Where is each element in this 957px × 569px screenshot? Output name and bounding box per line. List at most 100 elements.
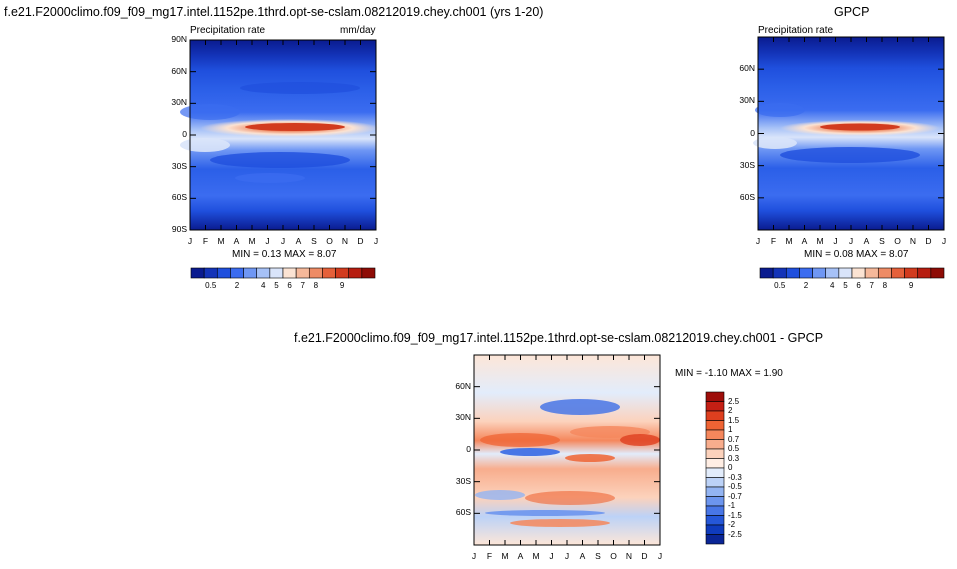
y-tick-label: 0 (466, 444, 471, 454)
obs-colorbar-swatch (785, 267, 800, 279)
diff-minmax: MIN = -1.10 MAX = 1.90 (675, 368, 783, 379)
diff-colorbar-swatch (705, 401, 725, 412)
model-colorbar-swatch (256, 267, 271, 279)
x-tick-label: A (801, 236, 808, 246)
obs-colorbar-swatch (772, 267, 787, 279)
model-colorbar-swatch (269, 267, 284, 279)
model-colorbar-swatch (190, 267, 205, 279)
model-plot (180, 39, 380, 231)
diff-colorbar-label: -0.7 (728, 491, 742, 501)
diff-colorbar-swatch (705, 515, 725, 526)
obs-colorbar-label: 6 (856, 281, 861, 290)
x-tick-label: J (564, 551, 570, 561)
obs-colorbar-swatch (877, 267, 892, 279)
obs-colorbar-label: 0.5 (774, 281, 786, 290)
model-colorbar-label: 4 (261, 281, 266, 290)
obs-colorbar-swatch (812, 267, 827, 279)
diff-colorbar-swatch (705, 524, 725, 535)
x-tick-label: J (373, 236, 379, 246)
x-tick-label: M (501, 551, 509, 561)
diff-colorbar-label: -1 (728, 501, 736, 510)
diff-colorbar-swatch (705, 486, 725, 497)
obs-minmax: MIN = 0.08 MAX = 8.07 (804, 249, 909, 260)
x-tick-label: M (816, 236, 824, 246)
model-colorbar-swatch (282, 267, 297, 279)
x-tick-label: M (785, 236, 793, 246)
x-tick-label: A (863, 236, 870, 246)
x-tick-label: N (625, 551, 633, 561)
x-tick-label: N (909, 236, 917, 246)
x-tick-label: O (326, 236, 333, 246)
obs-colorbar-swatch (917, 267, 932, 279)
x-tick-label: J (265, 236, 270, 246)
x-tick-label: J (657, 551, 663, 561)
x-tick-label: J (471, 551, 477, 561)
x-tick-label: J (280, 236, 286, 246)
x-tick-label: A (517, 551, 524, 561)
y-tick-label: 30N (739, 95, 755, 106)
obs-colorbar-swatch (825, 267, 840, 279)
obs-colorbar-label: 4 (830, 281, 835, 290)
model-colorbar-label: 7 (300, 281, 305, 290)
diff-colorbar-swatch (705, 534, 725, 545)
x-tick-label: J (187, 236, 193, 246)
obs-colorbar-swatch (864, 267, 879, 279)
diff-colorbar-label: 2.5 (728, 396, 740, 406)
x-tick-label: O (894, 236, 901, 246)
diff-colorbar-label: 0 (728, 463, 733, 472)
x-tick-label: A (579, 551, 586, 561)
diff-colorbar-swatch (705, 467, 725, 478)
model-colorbar-swatch (216, 267, 231, 279)
obs-colorbar-swatch (904, 267, 919, 279)
model-colorbar-swatch (295, 267, 310, 279)
y-tick-label: 0 (182, 129, 187, 139)
y-tick-label: 60N (739, 63, 755, 74)
y-tick-label: 90S (171, 224, 187, 234)
diff-colorbar-label: -2 (728, 520, 736, 529)
diff-colorbar-swatch (705, 448, 725, 459)
model-colorbar-swatch (203, 267, 218, 279)
x-tick-label: F (770, 236, 777, 246)
x-tick-label: D (925, 236, 932, 246)
diff-colorbar-label: 0.7 (728, 434, 740, 444)
y-tick-label: 30N (455, 412, 471, 423)
model-panel-title: f.e21.F2000climo.f09_f09_mg17.intel.1152… (4, 5, 544, 19)
obs-colorbar-swatch (930, 267, 945, 279)
x-tick-label: A (233, 236, 240, 246)
model-colorbar-swatch (308, 267, 323, 279)
diff-colorbar-label: -0.3 (728, 472, 742, 482)
x-tick-label: S (311, 236, 317, 246)
y-tick-label: 60N (171, 65, 187, 76)
obs-colorbar-label: 8 (882, 281, 888, 290)
model-colorbar-swatch (322, 267, 336, 279)
diff-colorbar-label: -0.5 (728, 482, 742, 491)
model-colorbar-label: 6 (287, 281, 292, 290)
x-tick-label: J (755, 236, 761, 246)
obs-colorbar-swatch (851, 267, 866, 279)
y-tick-label: 60S (455, 507, 471, 518)
diff-colorbar-label: 0.3 (728, 453, 740, 463)
x-tick-label: F (202, 236, 209, 246)
obs-colorbar-label: 2 (803, 281, 809, 290)
diff-colorbar-swatch (705, 429, 725, 440)
model-colorbar-swatch (230, 267, 244, 279)
diff-colorbar-swatch (705, 410, 725, 421)
x-tick-label: D (641, 551, 648, 561)
obs-panel-title: GPCP (834, 5, 870, 19)
x-tick-label: J (833, 236, 838, 246)
x-tick-label: S (595, 551, 601, 561)
x-tick-label: D (357, 236, 364, 246)
x-tick-label: S (879, 236, 885, 246)
x-tick-label: N (341, 236, 349, 246)
model-colorbar-label: 8 (313, 281, 319, 290)
diff-colorbar-label: 1.5 (728, 415, 740, 425)
model-colorbar-label: 0.5 (205, 281, 217, 290)
y-tick-label: 60S (739, 191, 755, 202)
obs-precip-label: Precipitation rate (758, 25, 834, 36)
diff-colorbar-label: 2 (728, 406, 733, 415)
y-tick-label: 30S (739, 159, 755, 170)
x-tick-label: M (217, 236, 225, 246)
model-colorbar-swatch (335, 267, 350, 279)
diff-colorbar-swatch (705, 439, 725, 450)
diff-colorbar-label: 1 (728, 425, 733, 434)
